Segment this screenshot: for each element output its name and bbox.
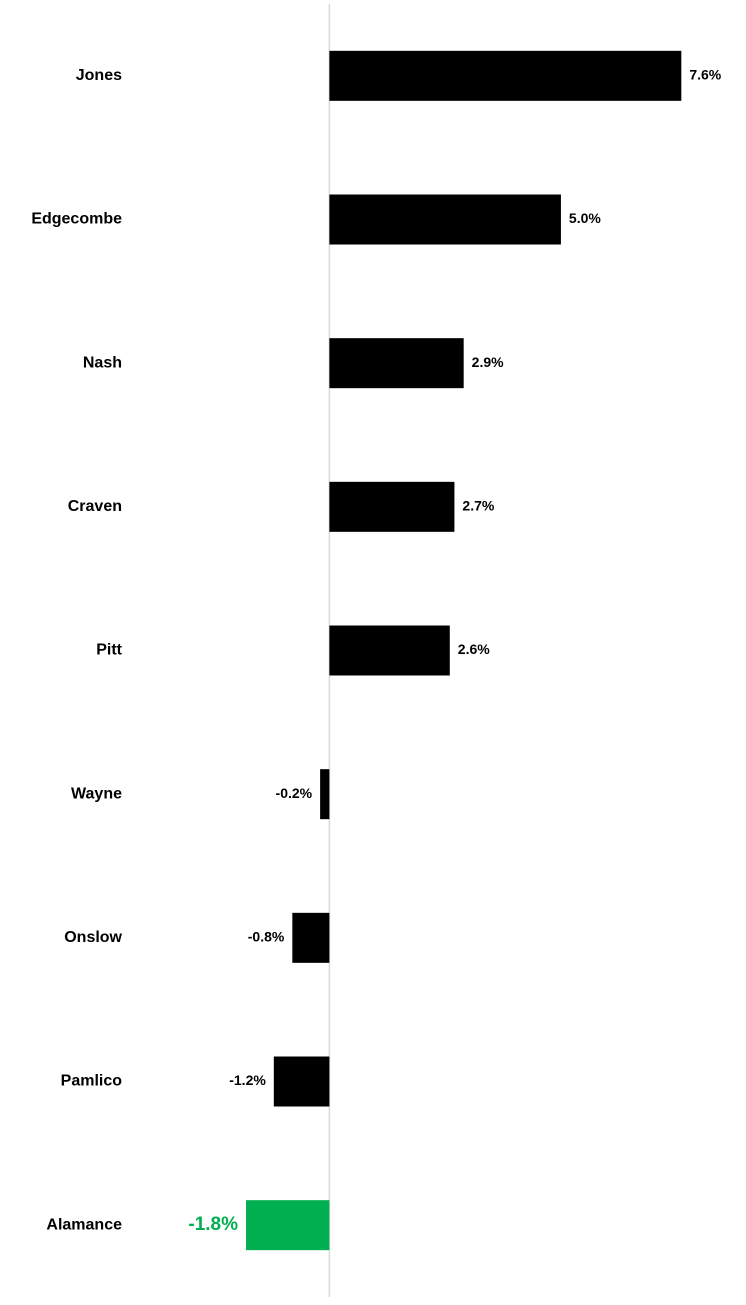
category-label: Alamance [46,1216,122,1233]
bar [246,1200,330,1251]
category-label: Pamlico [61,1073,123,1090]
value-label: 2.9% [472,354,504,370]
bar [329,625,450,676]
bar [273,1056,330,1107]
category-label: Jones [76,67,122,84]
value-label: 5.0% [569,210,601,226]
bar [292,912,330,963]
category-label: Craven [68,498,122,515]
bar [329,338,464,389]
value-label: 2.6% [458,641,490,657]
category-label: Pitt [96,642,122,659]
category-label: Wayne [71,785,122,802]
bar [329,50,682,101]
value-label: -0.8% [248,929,285,945]
value-label: -0.2% [276,785,313,801]
value-label: 7.6% [689,67,721,83]
bar [329,481,455,532]
bar [320,769,330,820]
category-label: Edgecombe [31,211,122,228]
value-label: -1.8% [188,1214,238,1235]
value-label: 2.7% [462,498,494,514]
category-label: Onslow [64,929,122,946]
value-label: -1.2% [229,1072,266,1088]
category-label: Nash [83,354,122,371]
bar [329,194,561,245]
